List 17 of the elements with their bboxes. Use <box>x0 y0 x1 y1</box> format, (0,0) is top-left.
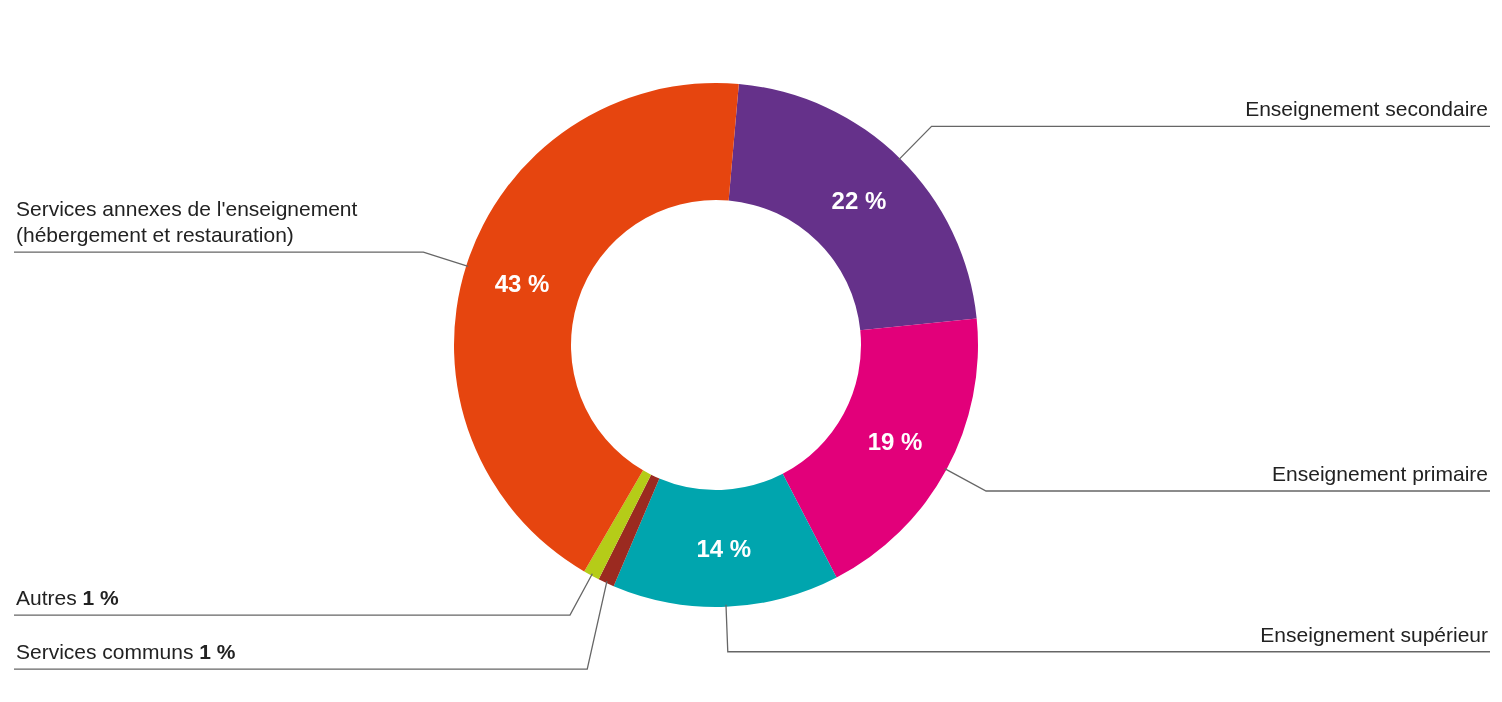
donut-slice <box>782 318 978 578</box>
donut-slice <box>613 473 837 607</box>
slice-label: Enseignement supérieur <box>1260 622 1488 646</box>
slice-label: Enseignement secondaire <box>1245 97 1488 121</box>
slice-label: Services annexes de l'enseignement (hébergement et restauration) <box>16 197 358 247</box>
data-label: 14 % <box>696 534 752 562</box>
slice-label: Autres <box>16 586 77 610</box>
data-label: 1 % <box>76 586 120 610</box>
donut-slice <box>584 470 652 580</box>
slice-label: Services communs <box>16 640 194 664</box>
data-label: 22 % <box>831 186 887 214</box>
donut-slice <box>598 474 660 587</box>
donut-slice <box>728 84 977 331</box>
data-label: 19 % <box>867 428 923 456</box>
slice-label: Enseignement primaire <box>1272 462 1488 486</box>
data-label: 1 % <box>193 640 236 664</box>
data-label: 43 % <box>494 269 550 297</box>
